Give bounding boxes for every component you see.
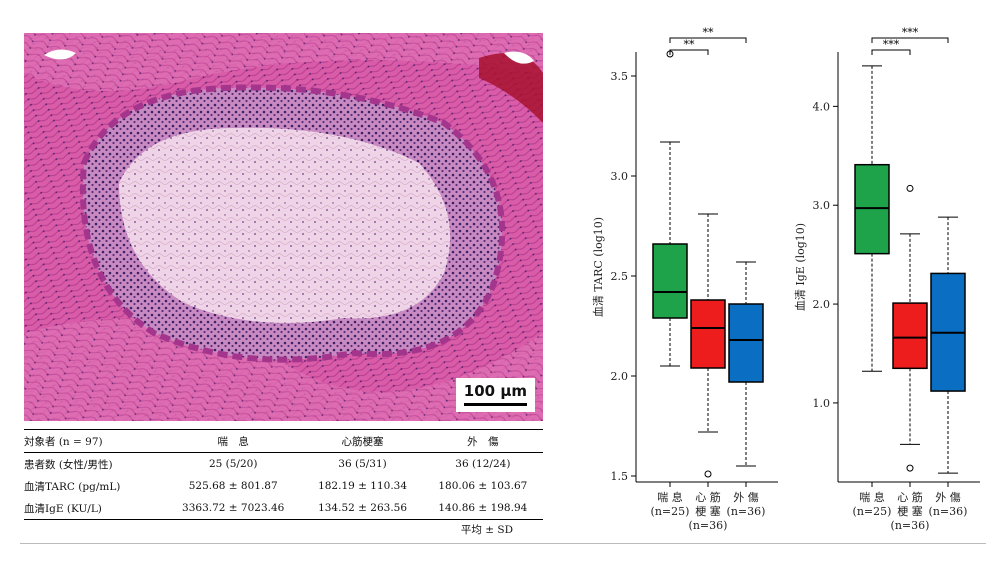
ige-boxplot-svg: 1.0 2.0 3.0 4.0 血清 IgE (log10) 喘 息(n=25) 心 筋梗 … [793,26,980,532]
outlier-point [906,464,914,472]
table-row: 血清TARC (pg/mL) 525.68 ± 801.87 182.19 ± … [24,475,543,497]
x-tick-label: 心 筋 [695,490,721,504]
table-cell: 36 (5/31) [338,458,387,470]
row-label: 血清IgE (KU/L) [24,497,164,520]
table-header-cell: 心筋梗塞 [302,429,423,453]
x-tick-label: 喘 息 [657,490,683,504]
y-tick-label: 1.5 [611,470,629,483]
table-row: 患者数 (女性/男性) 25 (5/20) 36 (5/31) 36 (12/2… [24,453,543,476]
x-tick-label: (n=36) [689,519,728,532]
y-tick-label: 2.5 [611,270,629,283]
table-cell: 3363.72 ± 7023.46 [164,497,303,520]
x-tick-label: (n=36) [727,505,766,518]
tarc-boxplot-svg: 1.5 2.0 2.5 3.0 3.5 血清 TARC (log10) 喘 息(n=25) 心… [591,26,778,532]
significance-bracket [871,37,949,43]
box [892,302,928,370]
table-cell: 525.68 ± 801.87 [188,480,278,492]
table-header-cell: 喘 息 [164,429,303,453]
y-tick-label: 2.0 [813,298,831,311]
x-tick-label: 外 傷 [935,490,961,504]
significance-label: ** [684,38,696,51]
significance-label: *** [883,38,900,51]
significance-bracket [669,37,747,43]
table-header-cell: 対象者 (n = 97) [24,429,164,453]
y-axis-label: 血清 TARC (log10) [591,217,605,317]
x-tick-label: 梗 塞 [695,504,721,518]
x-tick-label: (n=36) [891,519,930,532]
x-tick-label: 心 筋 [897,490,923,504]
tarc-boxplot: 1.5 2.0 2.5 3.0 3.5 血清 TARC (log10) 喘 息 (n=25) 心… [588,26,788,544]
y-tick-label: 2.0 [611,370,629,383]
patient-table: 対象者 (n = 97) 喘 息 心筋梗塞 外 傷 患者数 (女性/男性) 25… [24,429,543,537]
ige-boxplot: 1.0 2.0 3.0 4.0 血清 IgE (log10) 喘 息 (n=25) 心 筋梗 … [790,26,990,544]
x-tick-label: (n=25) [853,505,892,518]
y-tick-label: 1.0 [813,397,831,410]
row-label: 患者数 (女性/男性) [24,458,113,471]
outlier-point [906,184,914,192]
row-label: 血清TARC (pg/mL) [24,480,121,493]
significance-label: *** [902,26,919,39]
tissue-image [24,33,543,421]
table-header-cell: 外 傷 [422,429,543,453]
table-cell: 25 (5/20) [208,458,258,470]
y-tick-label: 3.5 [611,70,629,83]
box [728,303,764,383]
y-tick-label: 4.0 [813,100,831,113]
table-footnote: 平均 ± SD [460,524,513,536]
scale-bar: 100 µm [455,378,535,412]
table-cell: 180.06 ± 103.67 [438,480,528,492]
scale-bar-line [463,403,527,406]
bottom-divider [20,543,986,544]
table-cell: 134.52 ± 263.56 [302,497,423,520]
table-cell: 182.19 ± 110.34 [318,480,408,492]
histology-micrograph: 100 µm [24,33,543,421]
x-tick-label: (n=25) [651,505,690,518]
significance-bracket [871,49,911,55]
box [652,243,688,319]
y-axis-label: 血清 IgE (log10) [793,223,807,311]
significance-bracket [669,49,709,55]
table-row: 血清IgE (KU/L) 3363.72 ± 7023.46 134.52 ± … [24,497,543,520]
y-tick-label: 3.0 [611,170,629,183]
x-tick-label: (n=36) [929,505,968,518]
table-cell: 140.86 ± 198.94 [422,497,543,520]
x-tick-label: 喘 息 [859,490,885,504]
outlier-point [704,470,712,478]
y-tick-label: 3.0 [813,199,831,212]
significance-label: ** [703,26,715,39]
scale-bar-label: 100 µm [463,382,527,400]
box [690,299,726,369]
table-header-row: 対象者 (n = 97) 喘 息 心筋梗塞 外 傷 [24,429,543,453]
x-tick-label: 梗 塞 [897,504,923,518]
x-tick-label: 外 傷 [733,490,759,504]
table-cell: 36 (12/24) [455,458,511,470]
